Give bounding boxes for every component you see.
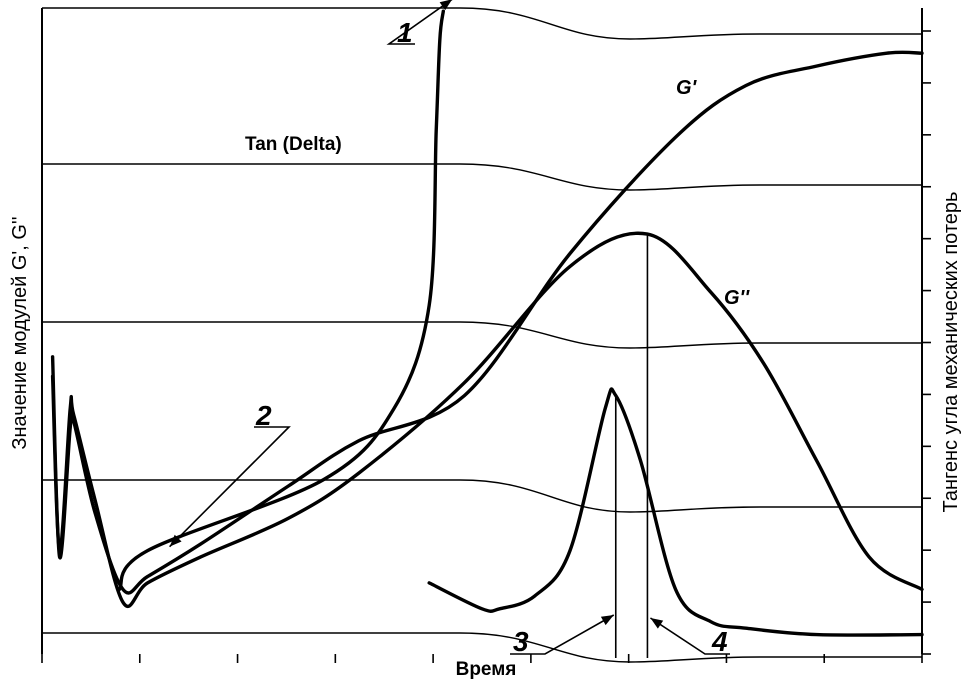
leader-3-arrowhead [600, 615, 614, 626]
leader-2 [169, 426, 291, 548]
leader-4-arrowhead [650, 618, 664, 629]
series-loss-peak-2 [427, 387, 924, 637]
y-axis-right-title: Тангенс угла механических потерь [940, 192, 962, 513]
marker-label-1: 1 [397, 17, 413, 48]
marker-label-4: 4 [711, 626, 728, 657]
leader-1 [386, 0, 453, 45]
marker-label-2: 2 [255, 400, 272, 431]
series-loss-modulus [50, 231, 924, 608]
background-lines [42, 7, 922, 663]
background-line [42, 163, 922, 191]
legend-label-tan-delta: Tan (Delta) [245, 134, 342, 155]
markers [169, 0, 730, 658]
legend-label-g-prime: G' [676, 77, 698, 99]
y-axis-left-title: Значение модулей G', G'' [9, 216, 31, 449]
x-axis-title: Время [456, 659, 517, 680]
leader-3 [510, 614, 615, 655]
leader-4 [649, 617, 730, 655]
background-line [42, 632, 922, 663]
series-tan-delta [117, 9, 445, 592]
legend-label-g-double-prime: G'' [724, 287, 750, 309]
axes [41, 8, 931, 663]
background-line [42, 479, 922, 513]
background-line [42, 321, 922, 349]
background-line [42, 7, 922, 40]
leader-2-arrowhead [169, 534, 182, 547]
leader-1-arrowhead [439, 0, 452, 11]
marker-label-3: 3 [513, 626, 529, 657]
